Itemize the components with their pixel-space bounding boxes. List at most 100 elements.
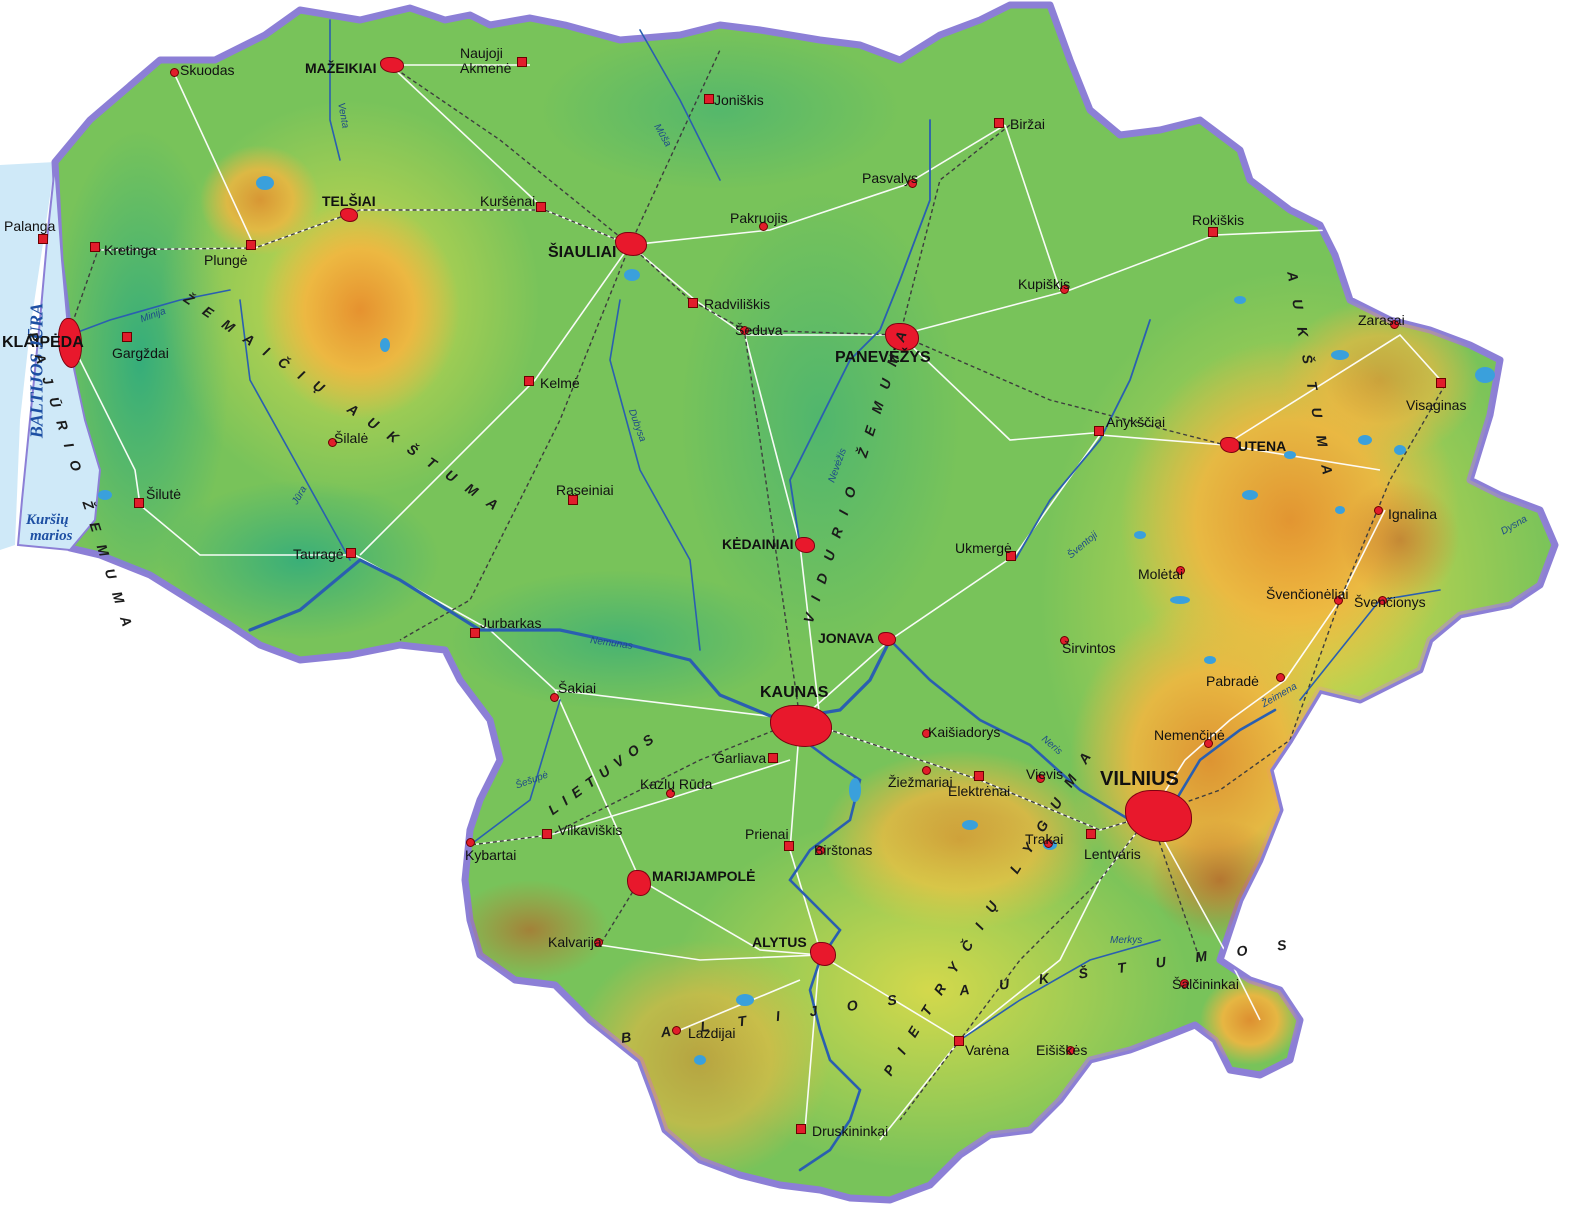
city-label-naujoji-akmene: Naujoji Akmenė bbox=[460, 45, 512, 76]
city-marker-kedainiai bbox=[795, 537, 815, 553]
city-marker-kaunas bbox=[770, 705, 832, 747]
city-marker-skuodas bbox=[170, 68, 179, 77]
city-label-druskininkai: Druskininkai bbox=[812, 1123, 889, 1139]
city-label-kretinga: Kretinga bbox=[104, 242, 157, 258]
city-marker-joniskis bbox=[704, 94, 714, 104]
city-marker-jurbarkas bbox=[470, 628, 480, 638]
city-marker-kaisiadorys bbox=[922, 729, 931, 738]
city-marker-taurage bbox=[346, 548, 356, 558]
city-label-kursenai: Kuršėnai bbox=[480, 193, 536, 209]
city-label-sirvintos: Širvintos bbox=[1062, 640, 1116, 656]
city-label-zarasai: Zarasai bbox=[1358, 312, 1405, 328]
city-label-silute: Šilutė bbox=[146, 486, 182, 502]
city-label-silale: Šilalė bbox=[334, 430, 369, 446]
city-label-pasvalys: Pasvalys bbox=[862, 170, 919, 186]
city-label-kaunas: KAUNAS bbox=[760, 684, 829, 701]
city-label-elektrenai: Elektrėnai bbox=[948, 783, 1011, 799]
city-label-vievis: Vievis bbox=[1026, 766, 1064, 782]
city-label-ignalina: Ignalina bbox=[1388, 506, 1438, 522]
city-label-varena: Varėna bbox=[965, 1042, 1010, 1058]
city-label-eisiskes: Eišiškės bbox=[1036, 1042, 1088, 1058]
city-marker-jonava bbox=[878, 632, 896, 646]
city-label-raseiniai: Raseiniai bbox=[556, 482, 614, 498]
city-marker-rokiskis bbox=[1208, 227, 1218, 237]
city-marker-zarasai bbox=[1390, 320, 1399, 329]
city-marker-birzai bbox=[994, 118, 1004, 128]
city-marker-svencioneliai bbox=[1334, 596, 1343, 605]
city-marker-pakruojis bbox=[759, 222, 768, 231]
city-label-pakruojis: Pakruojis bbox=[730, 210, 788, 226]
city-label-palanga: Palanga bbox=[4, 218, 56, 234]
city-marker-kelme bbox=[524, 376, 534, 386]
city-label-nemencine: Nemenčinė bbox=[1154, 727, 1225, 743]
city-marker-palanga bbox=[38, 234, 48, 244]
city-label-radviliskis: Radviliškis bbox=[704, 296, 771, 312]
city-marker-klaipeda bbox=[58, 318, 82, 368]
city-label-pabrade: Pabradė bbox=[1206, 673, 1259, 689]
city-marker-kalvarija bbox=[594, 938, 603, 947]
city-marker-alytus bbox=[810, 942, 836, 966]
city-marker-pasvalys bbox=[908, 179, 917, 188]
city-label-mazeikiai: MAŽEIKIAI bbox=[305, 60, 377, 76]
city-marker-nemencine bbox=[1204, 739, 1213, 748]
city-label-birstonas: Birštonas bbox=[814, 842, 873, 858]
city-marker-telsiai bbox=[340, 208, 358, 222]
city-marker-kursenai bbox=[536, 202, 546, 212]
city-label-prienai: Prienai bbox=[745, 826, 789, 842]
city-label-anyksciai: Anykščiai bbox=[1106, 414, 1166, 430]
city-label-rokiskis: Rokiškis bbox=[1192, 212, 1245, 228]
city-marker-ziezmariai bbox=[922, 766, 931, 775]
city-marker-garliava bbox=[768, 753, 778, 763]
city-label-svencionys: Švenčionys bbox=[1354, 594, 1426, 610]
city-label-ukmerge: Ukmergė bbox=[955, 540, 1012, 556]
city-label-skuodas: Skuodas bbox=[180, 62, 235, 78]
lagoon-name-line1: Kuršių bbox=[26, 512, 69, 528]
city-marker-trakai bbox=[1044, 839, 1053, 848]
city-marker-raseiniai bbox=[568, 495, 578, 505]
city-label-lentvaris: Lentvaris bbox=[1084, 846, 1141, 862]
city-label-trakai: Trakai bbox=[1025, 831, 1064, 847]
city-label-lazdijai: Lazdijai bbox=[688, 1025, 736, 1041]
city-marker-vievis bbox=[1036, 774, 1045, 783]
city-marker-birstonas bbox=[816, 846, 825, 855]
city-label-marijampole: MARIJAMPOLĖ bbox=[652, 868, 756, 884]
city-marker-utena bbox=[1220, 437, 1240, 453]
city-marker-eisiskes bbox=[1066, 1046, 1075, 1055]
city-marker-moletai bbox=[1176, 566, 1185, 575]
city-marker-pabrade bbox=[1276, 673, 1285, 682]
city-label-kalvarija: Kalvarija bbox=[548, 934, 602, 950]
city-label-gargzdai: Gargždai bbox=[112, 345, 169, 361]
city-marker-silale bbox=[328, 438, 337, 447]
city-marker-naujoji-akmene bbox=[517, 57, 527, 67]
baltic-sea bbox=[0, 162, 55, 550]
lagoon-label: Kuršių marios bbox=[26, 512, 73, 544]
city-marker-lentvaris bbox=[1086, 829, 1096, 839]
city-marker-mazeikiai bbox=[380, 57, 404, 73]
city-label-vilnius: VILNIUS bbox=[1100, 768, 1179, 790]
city-marker-ignalina bbox=[1374, 506, 1383, 515]
city-marker-sirvintos bbox=[1060, 636, 1069, 645]
city-marker-elektrenai bbox=[974, 771, 984, 781]
city-marker-kazlu-ruda bbox=[666, 789, 675, 798]
city-label-kaisiadorys: Kaišiadorys bbox=[928, 724, 1001, 740]
city-label-utena: UTENA bbox=[1238, 438, 1287, 454]
city-marker-lazdijai bbox=[672, 1026, 681, 1035]
lagoon-name-line2: marios bbox=[30, 528, 73, 544]
city-label-moletai: Molėtai bbox=[1138, 566, 1184, 582]
city-marker-gargzdai bbox=[122, 332, 132, 342]
city-marker-druskininkai bbox=[796, 1124, 806, 1134]
city-label-seduva: Šeduva bbox=[735, 322, 783, 338]
city-label-salcininkai: Šalčininkai bbox=[1172, 976, 1239, 992]
city-marker-panevezys bbox=[885, 323, 919, 351]
city-marker-radviliskis bbox=[688, 298, 698, 308]
city-label-alytus: ALYTUS bbox=[752, 934, 807, 950]
city-label-kazlu-ruda: Kazlų Rūda bbox=[640, 776, 713, 792]
city-label-vilkaviskis: Vilkaviškis bbox=[558, 822, 623, 838]
city-label-jurbarkas: Jurbarkas bbox=[480, 615, 542, 631]
city-marker-silute bbox=[134, 498, 144, 508]
city-label-birzai: Biržai bbox=[1010, 116, 1046, 132]
city-marker-svencionys bbox=[1378, 596, 1387, 605]
city-label-siauliai: ŠIAULIAI bbox=[548, 244, 617, 261]
